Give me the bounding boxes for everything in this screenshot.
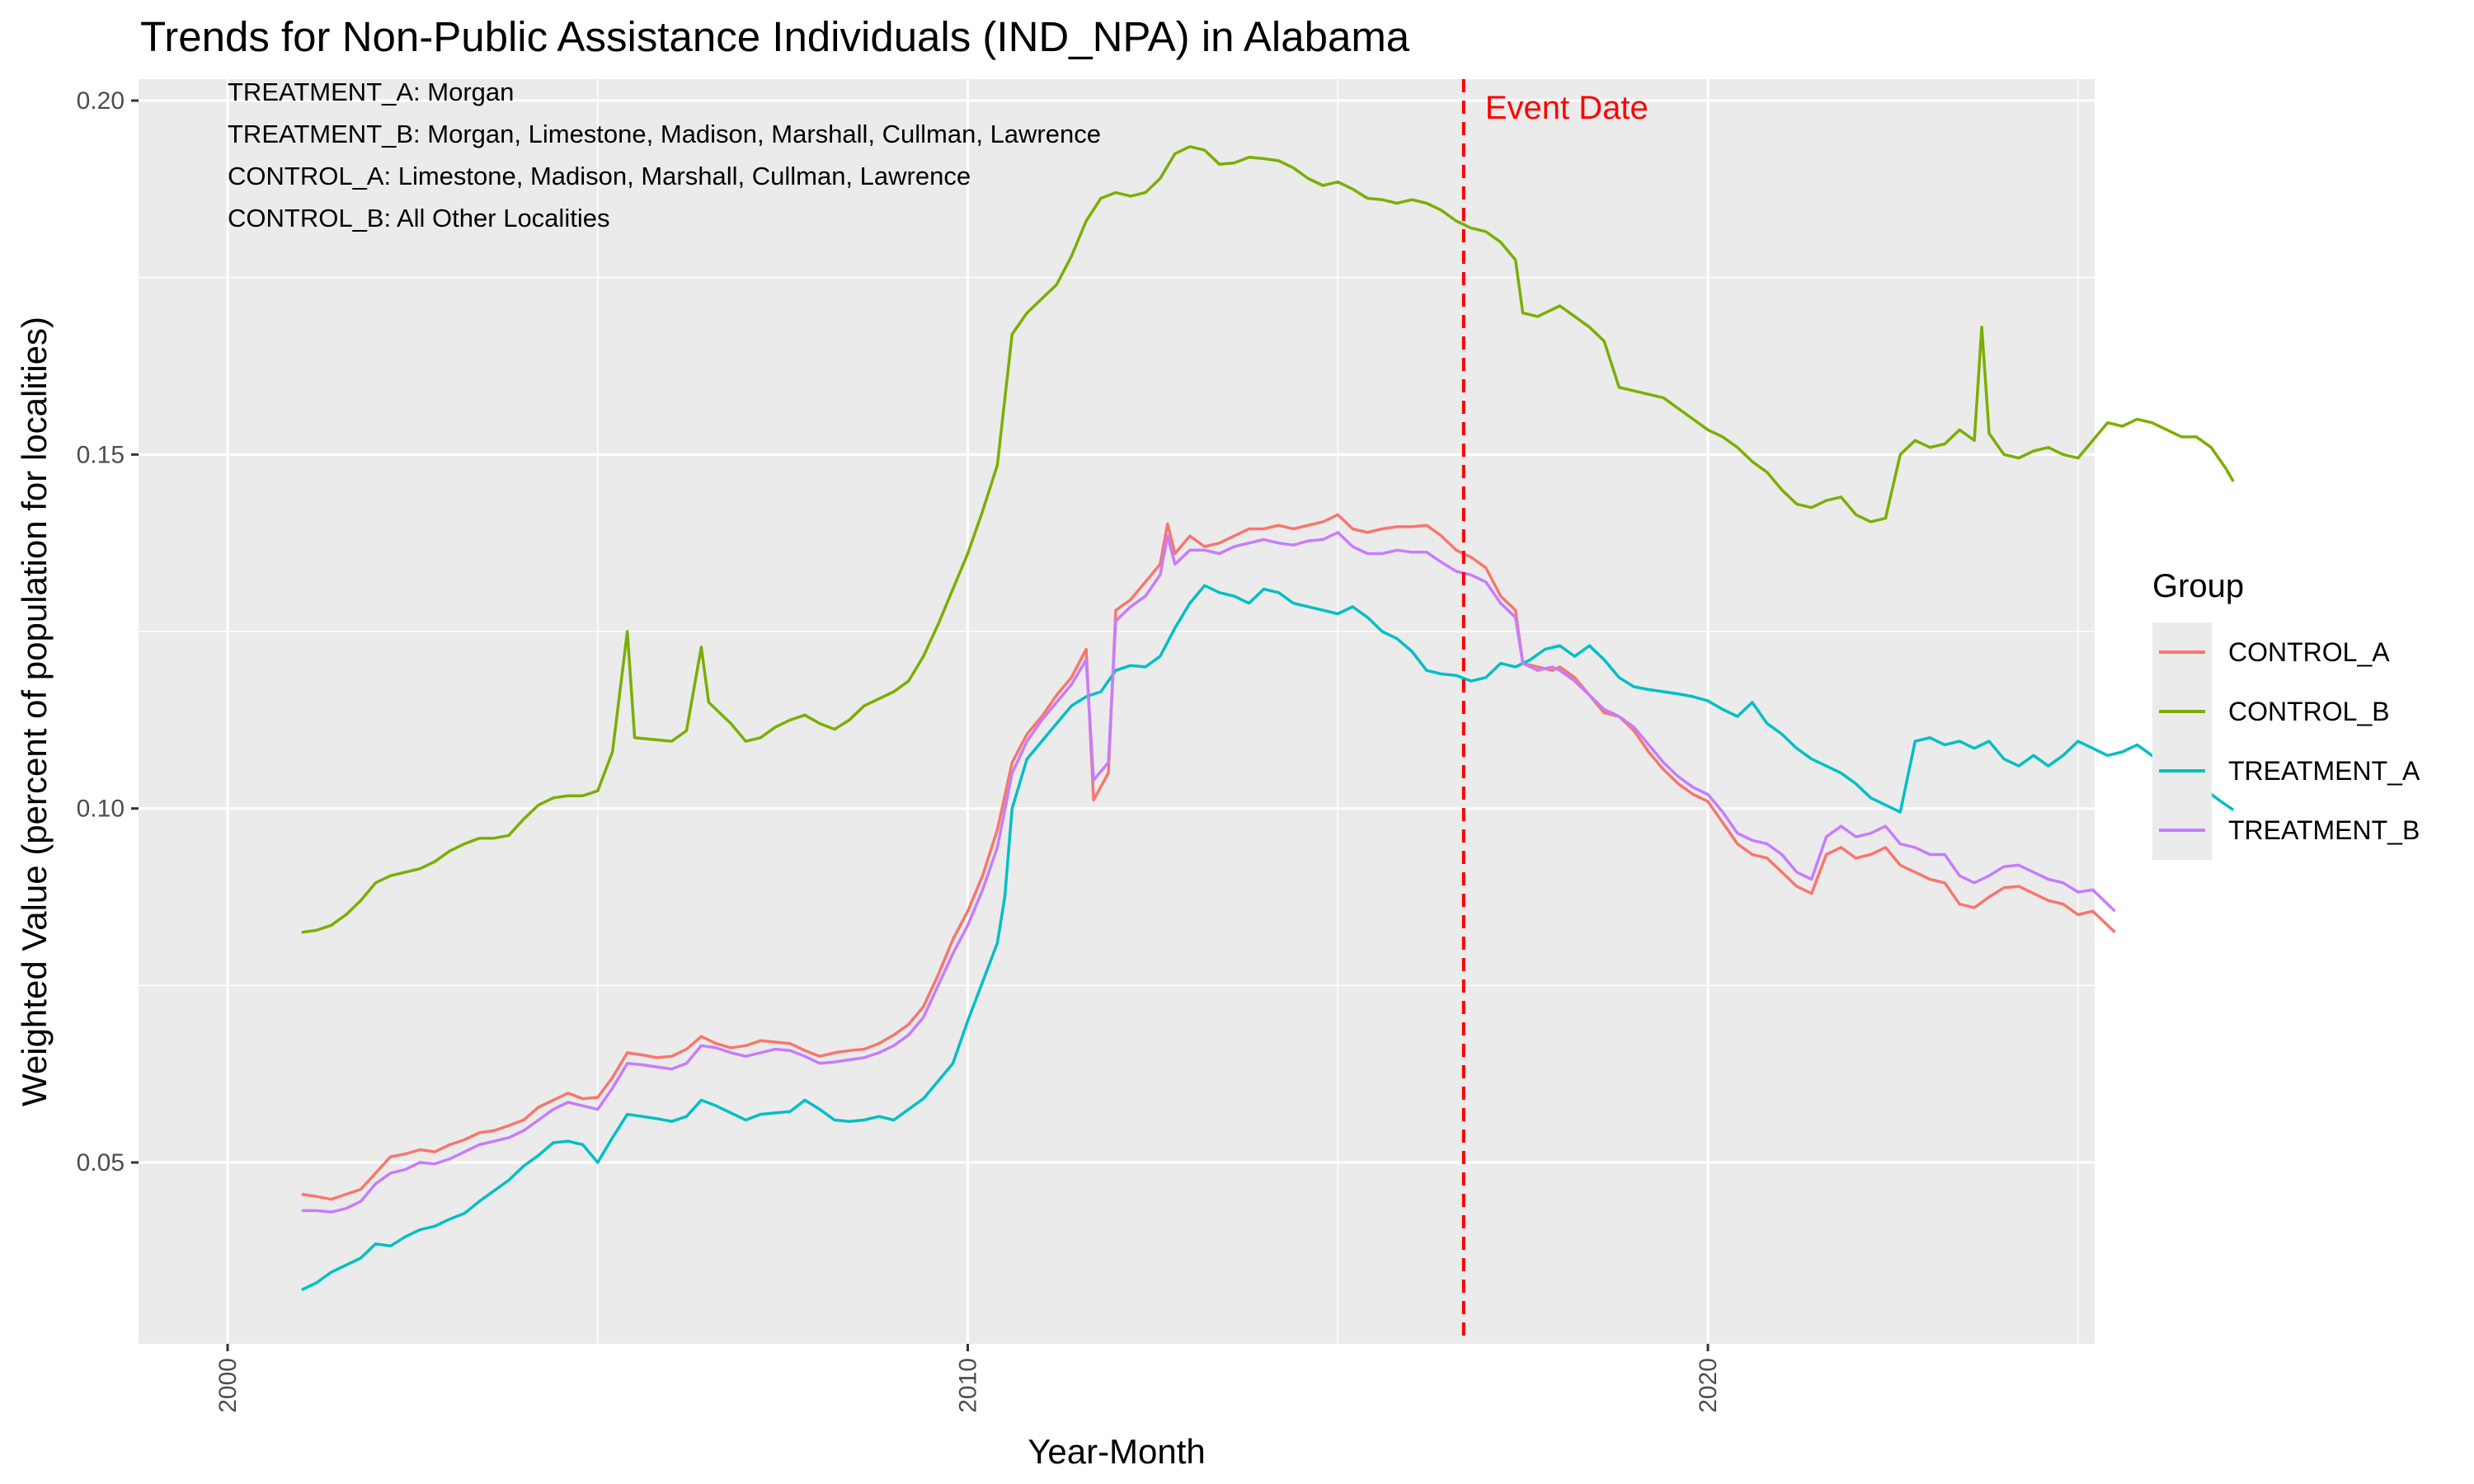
series-line-treatment_b <box>301 531 2116 1214</box>
series-line-control_b <box>301 145 2235 934</box>
y-tick-label: 0.05 <box>77 1149 125 1176</box>
legend: Group CONTROL_A CONTROL_B TREATMENT_A TREAT… <box>2152 568 2420 860</box>
x-axis: 2000 2010 2020 <box>214 1344 1722 1413</box>
series-line-control_a <box>301 513 2116 1201</box>
y-tick-label: 0.20 <box>77 87 125 115</box>
chart-title: Trends for Non-Public Assistance Individ… <box>140 13 1410 60</box>
x-axis-title: Year-Month <box>1028 1432 1206 1471</box>
legend-label: CONTROL_B <box>2228 697 2390 726</box>
x-tick-label: 2010 <box>955 1358 982 1413</box>
y-tick-label: 0.15 <box>77 441 125 468</box>
legend-label: TREATMENT_B <box>2228 815 2420 845</box>
legend-label: CONTROL_A <box>2228 637 2390 667</box>
legend-label: TREATMENT_A <box>2228 756 2420 786</box>
y-tick-label: 0.10 <box>77 796 125 823</box>
annotation-line: TREATMENT_A: Morgan <box>228 77 514 106</box>
y-axis: 0.05 0.10 0.15 0.20 <box>77 87 139 1176</box>
legend-title: Group <box>2152 568 2244 604</box>
annotation-block: TREATMENT_A: Morgan TREATMENT_B: Morgan,… <box>228 77 1101 232</box>
minor-gridlines <box>139 79 2095 1344</box>
plot-panel <box>139 79 2095 1344</box>
annotation-line: CONTROL_B: All Other Localities <box>228 204 609 232</box>
legend-key-background <box>2152 622 2212 860</box>
major-gridlines <box>139 79 2095 1344</box>
y-axis-title: Weighted Value (percent of population fo… <box>15 317 54 1106</box>
annotation-line: TREATMENT_B: Morgan, Limestone, Madison,… <box>228 120 1101 148</box>
series-lines <box>301 145 2235 1292</box>
annotation-line: CONTROL_A: Limestone, Madison, Marshall,… <box>228 162 971 190</box>
x-tick-label: 2000 <box>214 1358 242 1413</box>
event-date-label: Event Date <box>1485 90 1649 126</box>
x-tick-label: 2020 <box>1695 1358 1722 1413</box>
series-line-treatment_a <box>301 584 2235 1292</box>
